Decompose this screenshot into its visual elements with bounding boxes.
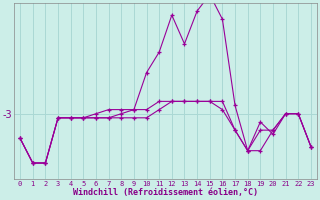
- X-axis label: Windchill (Refroidissement éolien,°C): Windchill (Refroidissement éolien,°C): [73, 188, 258, 197]
